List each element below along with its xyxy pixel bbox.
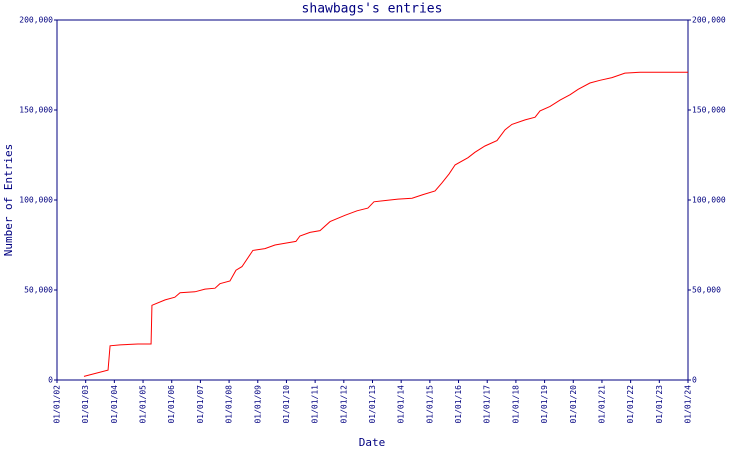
x-tick-label: 01/01/02	[53, 385, 62, 424]
y2-tick-label: 50,000	[692, 286, 721, 295]
chart-title: shawbags's entries	[302, 2, 443, 17]
x-tick-label: 01/01/24	[684, 385, 693, 424]
x-tick-label: 01/01/03	[81, 385, 90, 424]
x-tick-label: 01/01/04	[110, 385, 119, 424]
x-tick-label: 01/01/09	[253, 385, 262, 424]
x-tick-label: 01/01/06	[167, 385, 176, 424]
x-tick-label: 01/01/07	[196, 385, 205, 424]
y-tick-label: 200,000	[19, 16, 53, 25]
x-tick-label: 01/01/10	[282, 385, 291, 424]
x-tick-label: 01/01/19	[540, 385, 549, 424]
x-tick-label: 01/01/08	[225, 385, 234, 424]
x-tick-label: 01/01/05	[139, 385, 148, 424]
x-tick-label: 01/01/17	[483, 385, 492, 424]
x-tick-label: 01/01/23	[655, 385, 664, 424]
y2-tick-label: 150,000	[692, 106, 726, 115]
x-tick-label: 01/01/14	[397, 385, 406, 424]
x-axis-label: Date	[359, 436, 386, 449]
y-tick-label: 150,000	[19, 106, 53, 115]
x-tick-label: 01/01/21	[597, 385, 606, 424]
y2-tick-label: 100,000	[692, 196, 726, 205]
x-tick-label: 01/01/20	[569, 385, 578, 424]
x-tick-label: 01/01/22	[626, 385, 635, 424]
x-tick-label: 01/01/12	[339, 385, 348, 424]
y-tick-label: 50,000	[24, 286, 53, 295]
x-tick-label: 01/01/16	[454, 385, 463, 424]
x-tick-label: 01/01/13	[368, 385, 377, 424]
x-tick-label: 01/01/18	[511, 385, 520, 424]
y-axis-label: Number of Entries	[2, 144, 15, 257]
y-tick-label: 0	[48, 376, 53, 385]
y2-tick-label: 200,000	[692, 16, 726, 25]
data-line	[83, 71, 688, 377]
y2-tick-label: 0	[692, 376, 697, 385]
y-tick-label: 100,000	[19, 196, 53, 205]
x-tick-label: 01/01/11	[311, 385, 320, 424]
x-tick-label: 01/01/15	[425, 385, 434, 424]
